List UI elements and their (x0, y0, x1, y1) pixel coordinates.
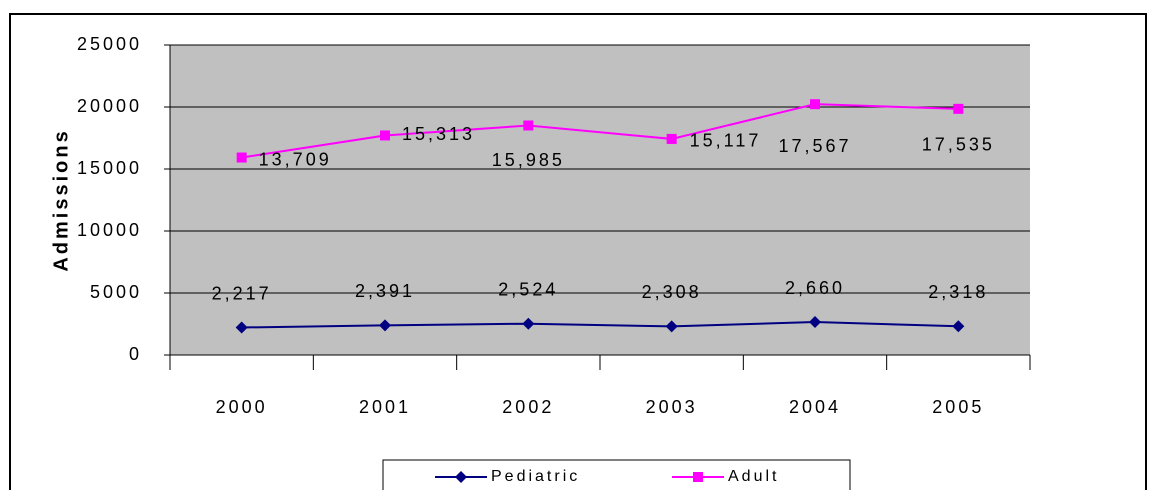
point (236, 152, 247, 163)
y-tick-label: 5000 (90, 282, 142, 302)
series-line (241, 103, 959, 159)
x-tick-label: 2004 (789, 397, 841, 417)
data-label: 15,117 (690, 131, 762, 151)
plot-area (170, 45, 1030, 355)
point (522, 317, 535, 330)
x-tick-label: 2003 (646, 397, 698, 417)
data-label: 17,535 (922, 135, 995, 155)
y-tick-label: 20000 (77, 96, 142, 116)
data-label: 2,318 (928, 282, 988, 302)
point (379, 319, 391, 332)
data-label: 13,709 (259, 149, 332, 169)
data-label: 2,391 (355, 281, 415, 301)
series-line (241, 321, 959, 329)
point (665, 320, 678, 333)
data-label: 17,567 (778, 136, 851, 156)
point (809, 316, 821, 329)
data-label: 2,217 (212, 283, 272, 303)
legend-label: Pediatric (491, 468, 580, 485)
data-label: 2,308 (642, 282, 702, 302)
legend (382, 459, 851, 490)
point (952, 320, 965, 333)
legend-marker (455, 471, 467, 483)
x-tick-label: 2002 (502, 397, 554, 417)
x-tick-label: 2005 (932, 397, 984, 417)
y-tick-label: 10000 (77, 220, 142, 240)
legend-label: Adult (728, 468, 779, 485)
y-tick-label: 0 (129, 344, 142, 364)
y-tick-label: 25000 (77, 34, 142, 54)
point (235, 321, 248, 334)
x-tick-label: 2001 (359, 397, 411, 417)
legend-marker (693, 472, 703, 482)
point (380, 130, 390, 141)
x-tick-label: 2000 (216, 397, 268, 417)
data-label: 2,524 (498, 279, 558, 299)
y-axis-label: Admissions (50, 128, 72, 271)
y-tick-label: 15000 (77, 158, 142, 178)
point (666, 133, 677, 144)
data-label: 15,313 (402, 124, 475, 144)
data-label: 2,660 (785, 278, 845, 298)
point (523, 120, 534, 131)
point (953, 103, 964, 114)
data-label: 15,985 (492, 150, 565, 170)
point (810, 99, 820, 110)
